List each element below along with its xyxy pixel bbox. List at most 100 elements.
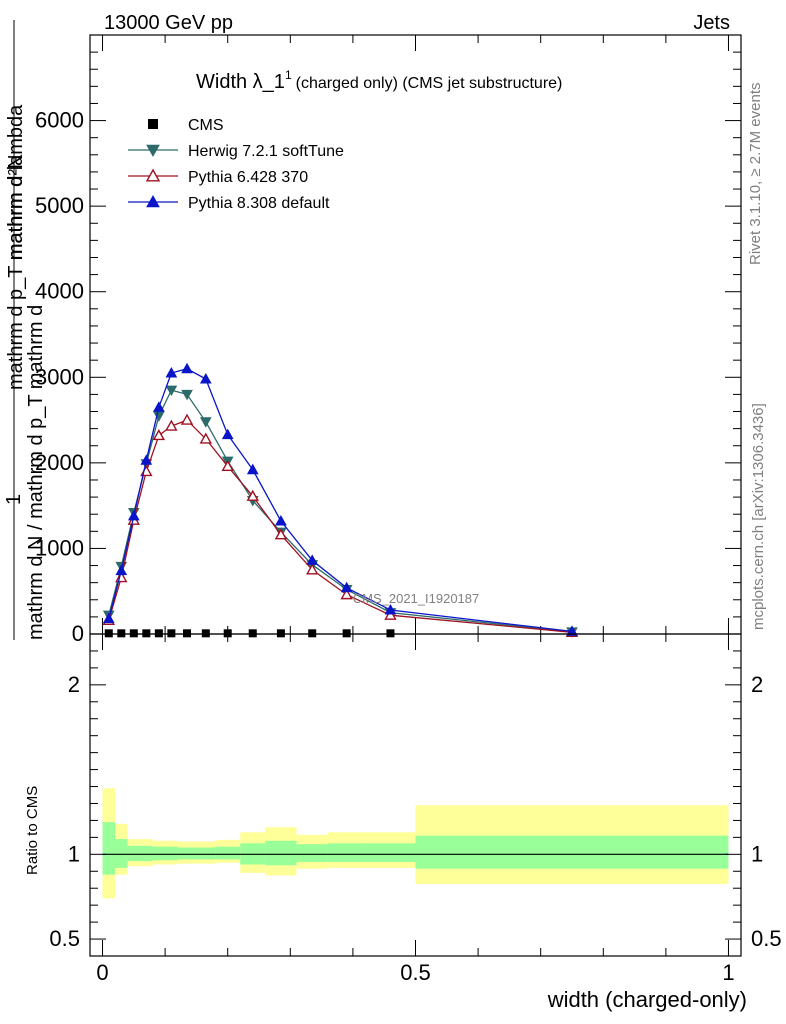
ratio-ylabel: Ratio to CMS — [24, 786, 41, 875]
series-line — [108, 419, 573, 633]
series-marker — [246, 489, 259, 501]
ratio-ytick-label: 1 — [68, 841, 80, 866]
series-marker — [180, 413, 194, 425]
series-marker — [165, 385, 178, 397]
mcplots-label: mcplots.cern.ch [arXiv:1306.3436] — [750, 403, 767, 630]
series-marker — [165, 366, 178, 378]
main-ytick-label: 1000 — [35, 535, 84, 560]
cms-data-point — [386, 629, 395, 638]
ratio-band-inner — [102, 822, 116, 875]
ratio-bands — [102, 788, 729, 899]
series-layer — [102, 362, 579, 638]
ratio-band-inner — [327, 843, 366, 862]
series-marker — [165, 419, 178, 431]
legend-entry-0: CMS — [148, 117, 224, 134]
analysis-watermark: CMS_2021_I1920187 — [353, 591, 480, 606]
ylabel-first-line: mathrm d²N — [5, 154, 27, 260]
ratio-ytick-label-right: 2 — [751, 672, 763, 697]
series-marker — [384, 608, 397, 620]
ratio-plot-frame — [89, 633, 742, 957]
cms-data-point — [223, 629, 232, 638]
ratio-band-inner — [415, 835, 729, 869]
series-3 — [102, 362, 578, 636]
series-line — [108, 368, 573, 633]
ylabel-second-line: mathrm d p_T mathrm d lambda — [5, 104, 27, 390]
legend-entry-2: Pythia 6.428 370 — [128, 168, 308, 186]
series-marker — [102, 612, 115, 624]
series-marker — [306, 554, 319, 565]
series-marker — [306, 563, 319, 575]
xtick-label: 0.5 — [400, 960, 431, 985]
ratio-band-inner — [115, 839, 128, 868]
series-marker — [340, 581, 353, 593]
cms-data-point — [104, 629, 113, 638]
ratio-ytick-label: 0.5 — [49, 926, 80, 951]
ratio-band-inner — [265, 840, 297, 866]
ratio-band-inner — [127, 845, 141, 862]
series-0 — [104, 629, 395, 638]
ratio-ytick-label: 2 — [68, 672, 80, 697]
series-marker — [181, 362, 193, 374]
series-marker — [199, 432, 212, 444]
ratio-band-inner — [215, 846, 241, 860]
series-marker — [152, 429, 166, 441]
series-marker — [566, 625, 578, 636]
ratio-band-inner — [177, 847, 197, 860]
main-ytick-label: 4000 — [35, 279, 84, 304]
ratio-band-inner — [152, 846, 166, 861]
series-marker — [275, 515, 287, 526]
ratio-ytick-label-right: 0.5 — [751, 926, 782, 951]
header-right: Jets — [693, 12, 730, 34]
series-marker — [146, 194, 160, 208]
axes-ticks: 0 1000 2000 3000 4000 5000 6000 0 0.5 1 0.5 0.5 1 1 2 2 — [35, 35, 782, 985]
ratio-band-inner — [165, 846, 178, 861]
cms-data-point — [342, 629, 351, 638]
cms-data-point — [154, 629, 163, 638]
header-left: 13000 GeV pp — [104, 12, 233, 34]
legend-entry-3: Pythia 8.308 default — [128, 194, 330, 212]
series-marker — [146, 144, 160, 158]
series-marker — [199, 417, 212, 428]
cms-data-point — [248, 629, 257, 638]
x-axis-label: width (charged-only) — [547, 987, 747, 1012]
series-marker — [246, 463, 259, 475]
legend: CMS Herwig 7.2.1 softTune Pythia 6.428 370… — [128, 117, 344, 212]
xtick-label: 0 — [96, 960, 108, 985]
series-line — [108, 389, 573, 633]
series-marker — [115, 564, 128, 576]
series-marker — [221, 459, 234, 471]
main-ytick-label: 3000 — [35, 364, 84, 389]
ratio-band-inner — [140, 845, 153, 862]
ylabel-denominator: mathrm d N / mathrm d p_T mathrm d — [25, 305, 47, 640]
series-marker — [274, 528, 288, 540]
legend-label: CMS — [188, 117, 224, 134]
series-marker — [384, 604, 397, 615]
series-marker — [145, 168, 161, 182]
legend-label: Herwig 7.2.1 softTune — [188, 143, 344, 160]
legend-label: Pythia 6.428 370 — [188, 169, 308, 186]
series-marker — [199, 372, 212, 384]
legend-label: Pythia 8.308 default — [188, 195, 330, 212]
series-2 — [102, 413, 579, 637]
series-marker — [181, 389, 193, 401]
main-ytick-label: 0 — [72, 621, 84, 646]
series-1 — [102, 385, 578, 638]
ratio-band-inner — [296, 844, 328, 862]
rivet-label: Rivet 3.1.10, ≥ 2.7M events — [747, 83, 764, 266]
cms-data-point — [201, 629, 210, 638]
cms-data-point — [117, 629, 126, 638]
cms-data-point — [276, 629, 285, 638]
cms-data-point — [142, 629, 151, 638]
main-ytick-label: 5000 — [35, 193, 84, 218]
main-ytick-label: 6000 — [35, 108, 84, 133]
cms-data-point — [148, 119, 158, 129]
xtick-label: 1 — [722, 960, 734, 985]
main-ylabel: mathrm d N / mathrm d p_T mathrm d 1 mat… — [3, 20, 47, 640]
series-marker — [340, 588, 353, 600]
series-marker — [127, 509, 140, 521]
series-marker — [221, 428, 234, 440]
cms-data-point — [308, 629, 317, 638]
main-ytick-label: 2000 — [35, 450, 84, 475]
ratio-band-inner — [196, 847, 216, 860]
